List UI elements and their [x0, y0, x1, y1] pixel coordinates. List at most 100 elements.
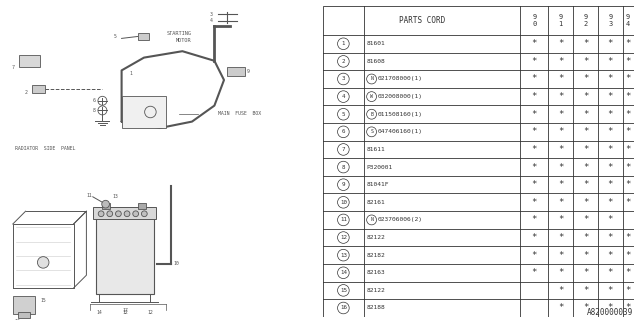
Circle shape	[124, 211, 130, 217]
Text: *: *	[558, 215, 563, 224]
Text: *: *	[607, 286, 613, 295]
Text: *: *	[558, 303, 563, 313]
Text: *: *	[583, 268, 588, 277]
Text: *: *	[558, 110, 563, 119]
Text: *: *	[607, 92, 613, 101]
Text: 82122: 82122	[367, 288, 385, 293]
Text: 13: 13	[340, 253, 347, 258]
Text: 3: 3	[210, 12, 212, 17]
Text: *: *	[625, 286, 631, 295]
Text: *: *	[558, 145, 563, 154]
Text: *: *	[532, 92, 537, 101]
Text: *: *	[625, 303, 631, 313]
Text: 5: 5	[342, 112, 345, 117]
Text: 82122: 82122	[367, 235, 385, 240]
Bar	[13, 296, 35, 314]
Text: 11: 11	[340, 217, 347, 222]
Text: STARTING: STARTING	[166, 31, 192, 36]
Text: *: *	[558, 75, 563, 84]
Text: N: N	[370, 217, 373, 222]
Text: 82161: 82161	[367, 200, 385, 205]
Text: *: *	[583, 215, 588, 224]
Text: *: *	[583, 39, 588, 48]
Text: *: *	[625, 57, 631, 66]
Text: *: *	[558, 163, 563, 172]
Circle shape	[115, 211, 122, 217]
Text: RADIATOR  SIDE  PANEL: RADIATOR SIDE PANEL	[15, 146, 75, 151]
Text: *: *	[532, 110, 537, 119]
Text: 15: 15	[340, 288, 347, 293]
Text: *: *	[558, 127, 563, 136]
Text: *: *	[625, 198, 631, 207]
Text: *: *	[558, 286, 563, 295]
Text: *: *	[583, 286, 588, 295]
Text: *: *	[583, 92, 588, 101]
Bar	[93, 207, 156, 219]
Text: 032008000(1): 032008000(1)	[378, 94, 423, 99]
Text: *: *	[583, 110, 588, 119]
Text: 81601: 81601	[367, 41, 385, 46]
Text: *: *	[607, 57, 613, 66]
Text: 6: 6	[342, 129, 345, 134]
Text: 7: 7	[342, 147, 345, 152]
Text: *: *	[607, 215, 613, 224]
Circle shape	[141, 211, 147, 217]
Text: 9
3: 9 3	[608, 14, 612, 27]
Text: *: *	[532, 233, 537, 242]
Text: *: *	[625, 233, 631, 242]
Text: MAIN  FUSE  BOX: MAIN FUSE BOX	[218, 111, 260, 116]
Circle shape	[99, 211, 104, 217]
Text: *: *	[607, 180, 613, 189]
Text: 7: 7	[12, 65, 14, 70]
Text: 12: 12	[148, 309, 153, 315]
Bar	[227, 67, 245, 76]
Text: *: *	[558, 180, 563, 189]
Text: *: *	[625, 75, 631, 84]
Text: *: *	[607, 268, 613, 277]
Bar	[19, 55, 40, 67]
Text: W: W	[370, 94, 373, 99]
Text: 9
2: 9 2	[584, 14, 588, 27]
Text: *: *	[532, 163, 537, 172]
Text: 10: 10	[340, 200, 347, 205]
Text: 82182: 82182	[367, 253, 385, 258]
Text: *: *	[625, 145, 631, 154]
Text: 81041F: 81041F	[367, 182, 389, 187]
Text: *: *	[625, 92, 631, 101]
Text: *: *	[558, 39, 563, 48]
Text: *: *	[532, 198, 537, 207]
Text: PARTS CORD: PARTS CORD	[399, 16, 445, 25]
Text: *: *	[583, 75, 588, 84]
Text: *: *	[583, 127, 588, 136]
Text: 14: 14	[97, 309, 102, 315]
Text: 1: 1	[342, 41, 345, 46]
Text: 13: 13	[113, 194, 118, 199]
Text: 82163: 82163	[367, 270, 385, 275]
Text: *: *	[625, 268, 631, 277]
Text: 9
0: 9 0	[532, 14, 536, 27]
Text: 8: 8	[342, 164, 345, 170]
Text: *: *	[625, 163, 631, 172]
Text: 011508160(1): 011508160(1)	[378, 112, 423, 117]
Text: *: *	[583, 163, 588, 172]
Text: *: *	[607, 127, 613, 136]
Text: *: *	[625, 251, 631, 260]
Text: 12: 12	[340, 235, 347, 240]
Text: 14: 14	[340, 270, 347, 275]
Text: *: *	[607, 110, 613, 119]
Text: 5: 5	[114, 34, 116, 39]
Text: 16: 16	[340, 306, 347, 310]
Text: *: *	[532, 268, 537, 277]
Text: 10: 10	[173, 261, 179, 266]
Text: *: *	[625, 39, 631, 48]
Bar	[32, 85, 45, 93]
Text: 8: 8	[93, 108, 96, 113]
Text: 9: 9	[246, 69, 250, 74]
Bar	[138, 203, 146, 209]
Text: *: *	[583, 233, 588, 242]
Text: *: *	[625, 110, 631, 119]
Text: 021708000(1): 021708000(1)	[378, 76, 423, 82]
Text: *: *	[532, 57, 537, 66]
Text: 4: 4	[210, 18, 212, 23]
Text: *: *	[583, 180, 588, 189]
